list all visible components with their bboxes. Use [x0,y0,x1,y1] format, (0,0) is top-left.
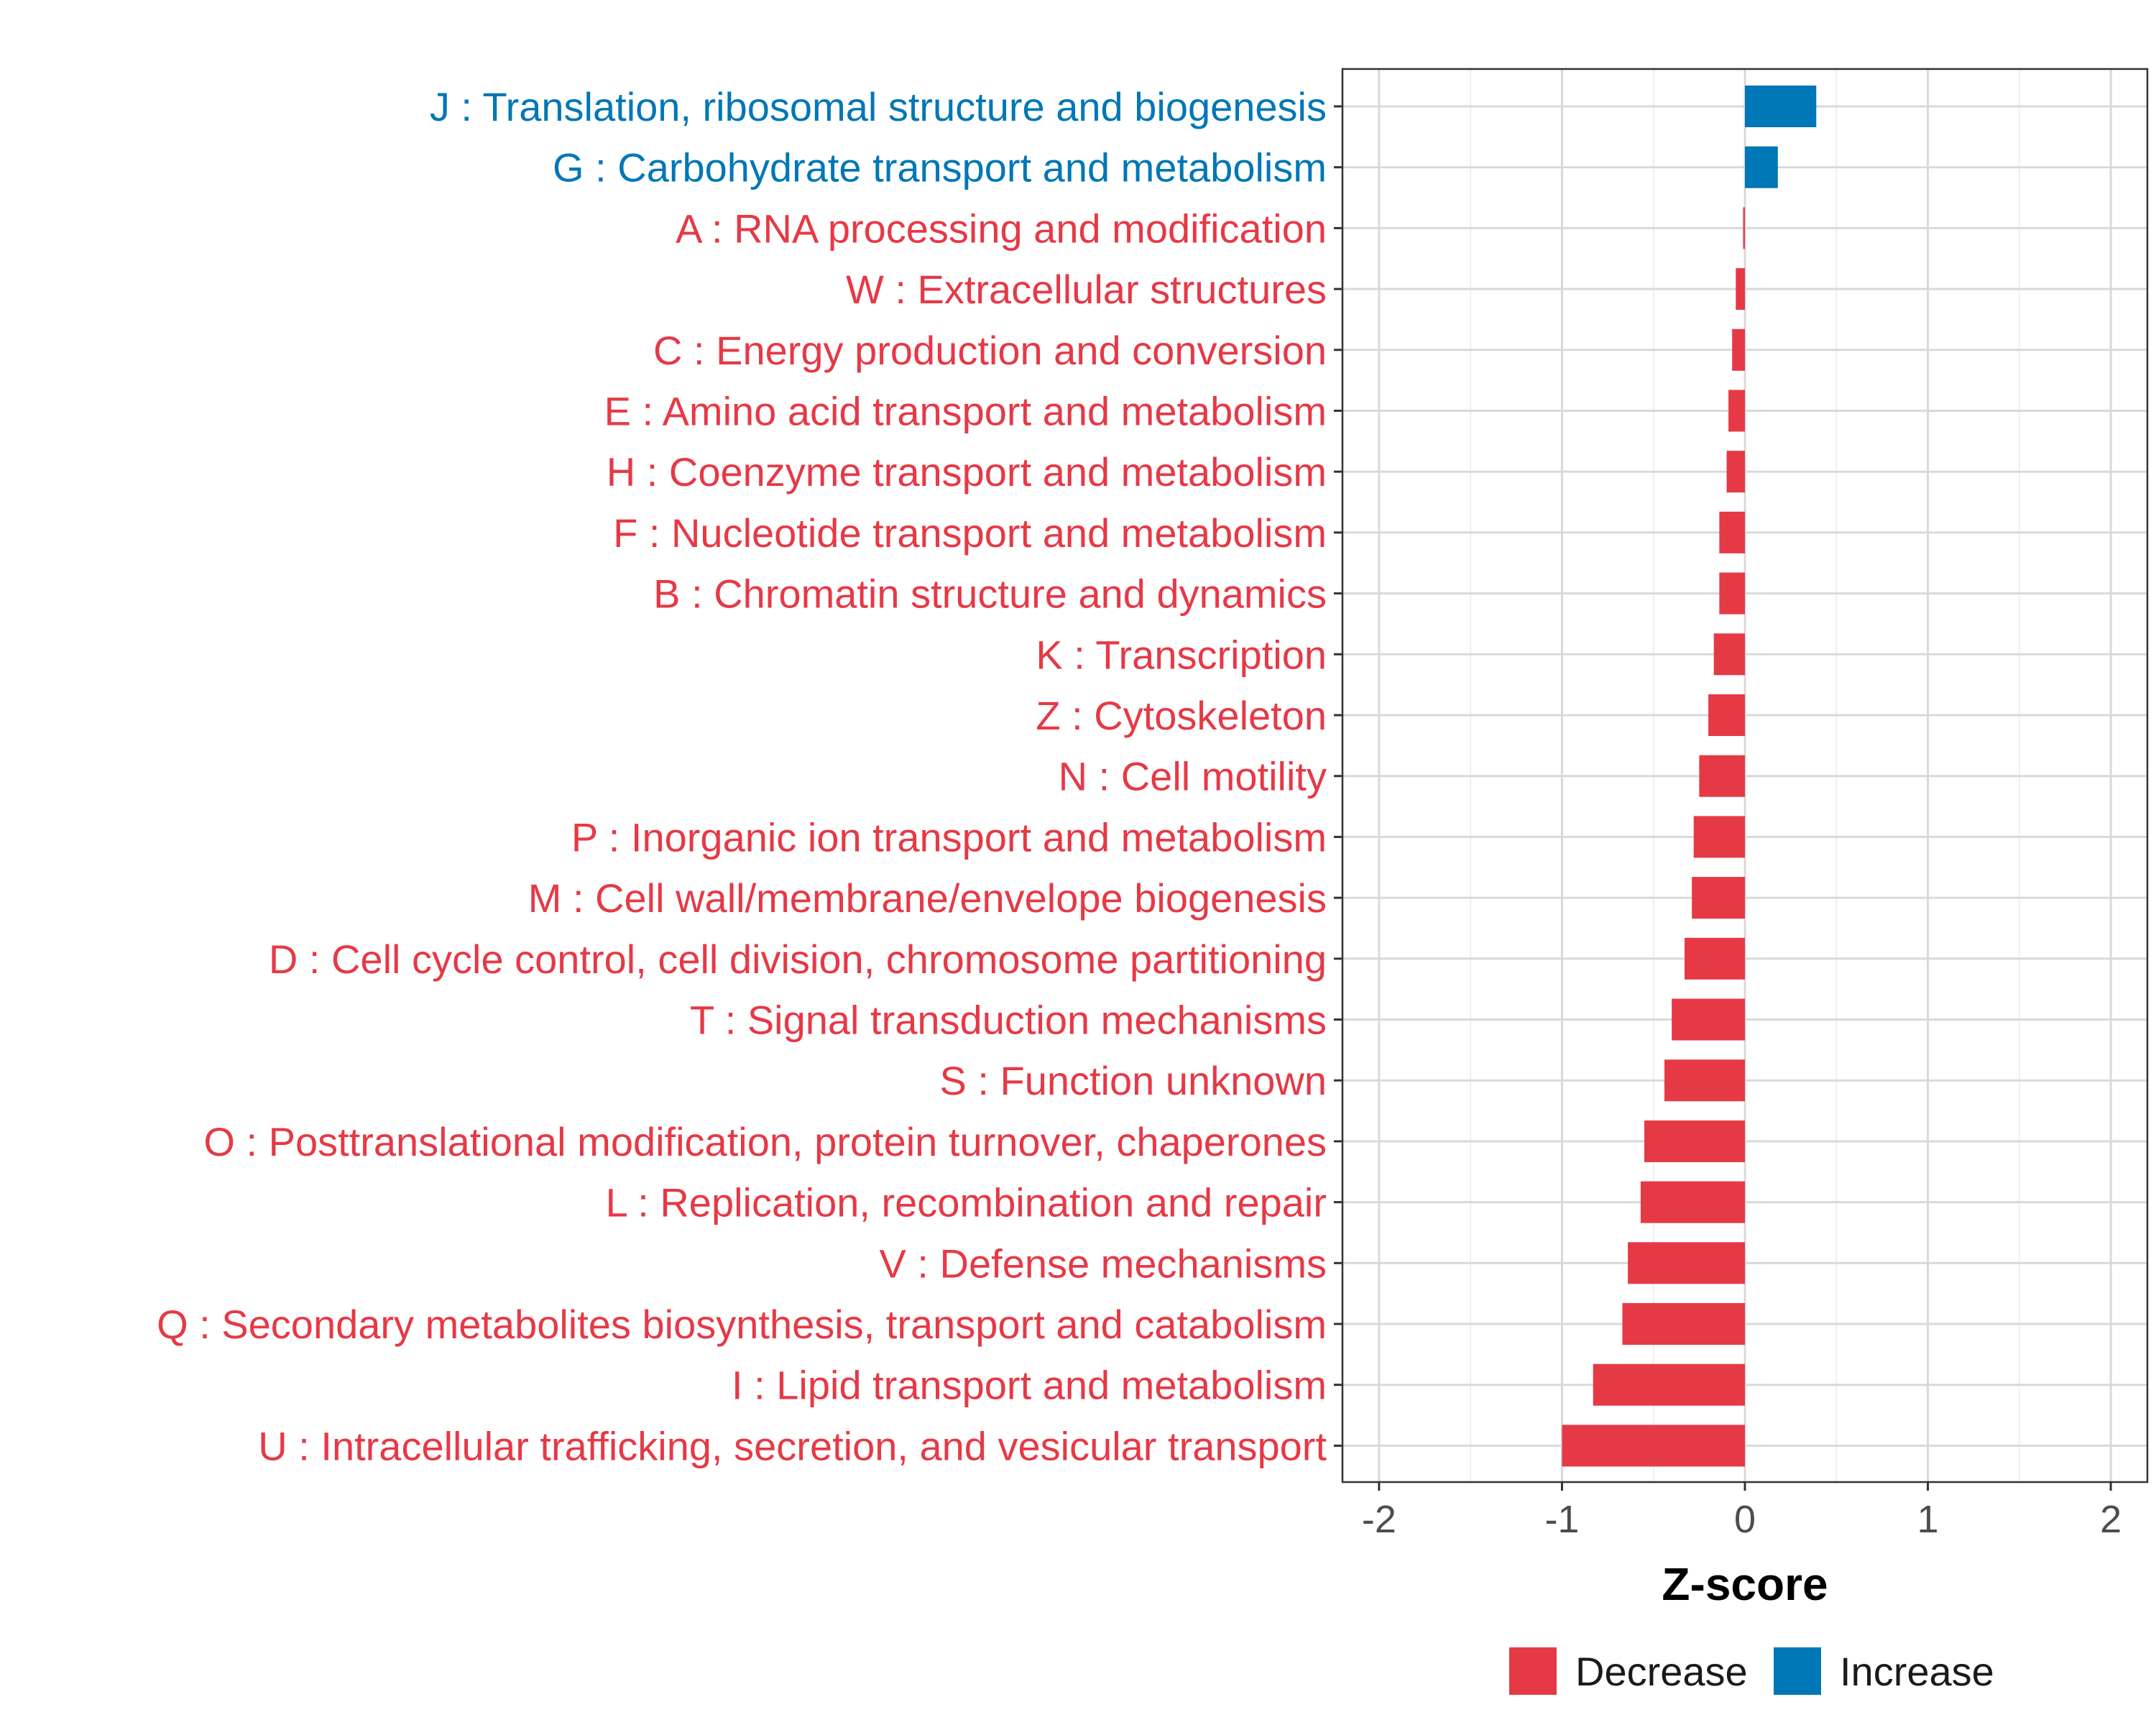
x-tick-label: -2 [1362,1498,1396,1541]
category-label: J : Translation, ribosomal structure and… [430,84,1327,129]
category-label: H : Coenzyme transport and metabolism [607,449,1327,494]
legend-label: Decrease [1575,1649,1748,1694]
category-label: P : Inorganic ion transport and metaboli… [571,814,1327,860]
legend-swatch [1774,1647,1821,1695]
category-label: B : Chromatin structure and dynamics [653,571,1327,617]
bar [1743,207,1745,249]
category-label: W : Extracellular structures [846,267,1327,312]
category-label: E : Amino acid transport and metabolism [604,389,1327,434]
x-tick-label: 0 [1734,1498,1756,1541]
bar [1692,877,1745,919]
bar [1736,268,1745,310]
category-label: L : Replication, recombination and repai… [606,1180,1327,1225]
axis-ticks [1334,105,2112,1491]
category-labels: J : Translation, ribosomal structure and… [157,84,1327,1468]
bars [1562,86,1817,1467]
bar [1593,1363,1745,1406]
category-label: M : Cell wall/membrane/envelope biogenes… [528,875,1327,921]
bar [1562,1425,1745,1467]
legend-label: Increase [1840,1649,1994,1694]
category-label: N : Cell motility [1059,754,1327,799]
category-label: T : Signal transduction mechanisms [690,998,1327,1043]
bar [1622,1303,1745,1345]
category-label: Q : Secondary metabolites biosynthesis, … [157,1302,1327,1347]
legend: Decrease Increase [1509,1647,1994,1695]
bar [1672,998,1745,1041]
x-tick-label: 2 [2100,1498,2122,1541]
category-label: I : Lipid transport and metabolism [732,1363,1327,1408]
bar [1745,146,1778,188]
category-label: D : Cell cycle control, cell division, c… [269,937,1327,982]
category-label: V : Defense mechanisms [880,1241,1327,1286]
category-label: S : Function unknown [939,1058,1327,1103]
legend-swatch [1509,1647,1557,1695]
bar [1708,694,1745,736]
x-tick-labels: -2 -1 0 1 2 [1362,1498,2122,1541]
bar [1732,328,1745,371]
category-label: O : Posttranslational modification, prot… [203,1119,1327,1164]
x-tick-label: -1 [1544,1498,1579,1541]
bar [1699,755,1745,797]
category-label: G : Carbohydrate transport and metabolis… [553,145,1327,190]
bar [1745,86,1817,127]
bar [1628,1242,1745,1284]
category-label: A : RNA processing and modification [676,206,1327,251]
category-label: F : Nucleotide transport and metabolism [613,510,1327,556]
bar [1644,1120,1745,1162]
bar [1693,816,1745,858]
x-axis-title: Z-score [1662,1558,1828,1610]
category-label: K : Transcription [1036,632,1327,677]
bar [1640,1181,1745,1223]
category-label: C : Energy production and conversion [653,328,1327,373]
category-label: U : Intracellular trafficking, secretion… [258,1423,1327,1468]
bar [1719,572,1745,615]
bar [1728,390,1745,432]
x-tick-label: 1 [1917,1498,1939,1541]
bar [1713,633,1745,676]
bar [1726,451,1745,493]
bar [1719,511,1745,553]
bar [1664,1059,1745,1102]
bar [1685,937,1745,980]
category-label: Z : Cytoskeleton [1036,693,1327,738]
